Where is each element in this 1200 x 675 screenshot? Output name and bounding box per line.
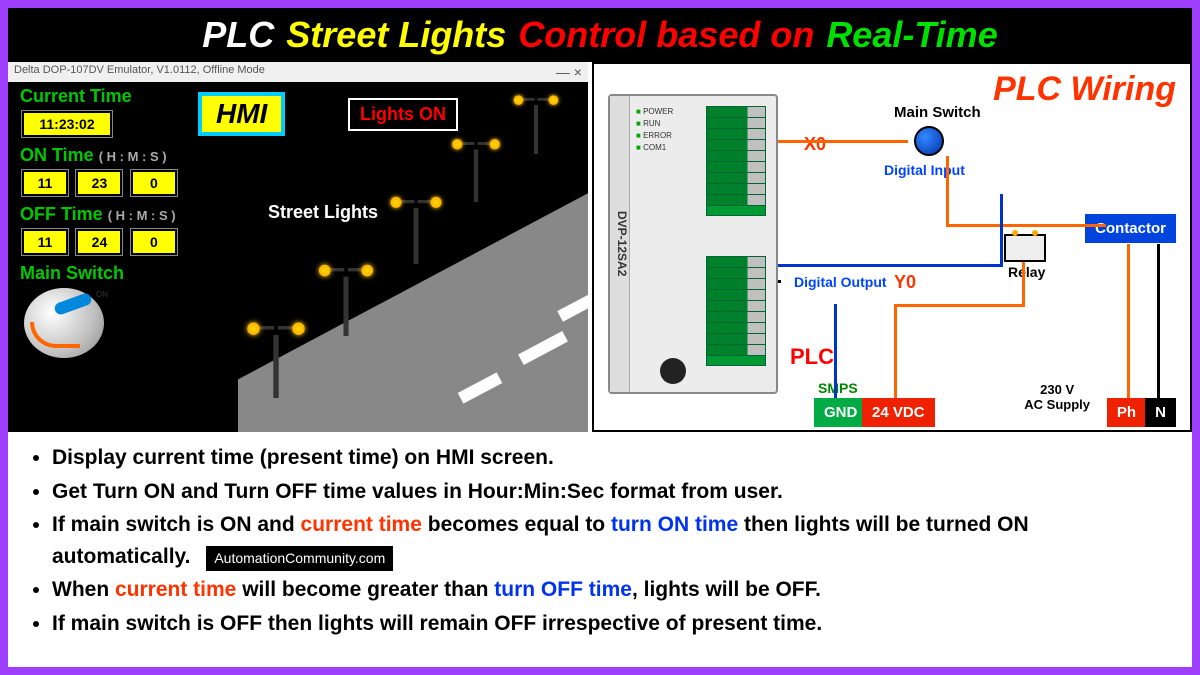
title-word-4: Real-Time	[826, 14, 997, 56]
plc-status-leds: POWERRUNERRORCOM1	[636, 106, 673, 154]
on-time-m[interactable]: 23	[76, 170, 122, 196]
hmi-left-column: Current Time 11:23:02 ON Time ( H : M : …	[8, 82, 228, 358]
wiring-panel: PLC Wiring DVP-12SA2 POWERRUNERRORCOM1 M…	[592, 62, 1192, 432]
main-switch-knob[interactable]: ON	[24, 288, 104, 358]
plc-device: DVP-12SA2 POWERRUNERRORCOM1	[608, 94, 778, 394]
on-time-label: ON Time ( H : M : S )	[20, 145, 216, 166]
road-area	[238, 82, 588, 432]
y0-label: Y0	[894, 272, 916, 293]
wire-input-down	[946, 156, 949, 226]
current-time-value: 11:23:02	[22, 111, 112, 137]
watermark: AutomationCommunity.com	[206, 546, 393, 571]
main-area: Delta DOP-107DV Emulator, V1.0112, Offli…	[8, 62, 1192, 432]
vdc-box: 24 VDC	[862, 398, 935, 427]
bullet-1: Display current time (present time) on H…	[52, 442, 1168, 474]
hmi-panel: Delta DOP-107DV Emulator, V1.0112, Offli…	[8, 62, 588, 432]
title-word-3: Control based on	[518, 14, 814, 56]
wire-x0	[778, 140, 908, 143]
bullet-4: When current time will become greater th…	[52, 574, 1168, 606]
bullet-5: If main switch is OFF then lights will r…	[52, 608, 1168, 640]
street-lamp	[394, 200, 439, 264]
off-time-h[interactable]: 11	[22, 229, 68, 255]
relay-icon	[1004, 234, 1046, 262]
wire-output-blue	[778, 264, 1002, 267]
plc-label: PLC	[790, 344, 834, 370]
wire-vdc-up	[894, 304, 897, 398]
wire-output-blue-up	[1000, 194, 1003, 267]
street-lamp	[322, 268, 370, 336]
wire-contactor-down1	[1127, 244, 1130, 398]
street-lamp	[516, 98, 555, 154]
wiring-title: PLC Wiring	[993, 70, 1176, 109]
plc-model-label: DVP-12SA2	[610, 96, 630, 392]
switch-on-text: ON	[96, 290, 108, 299]
digital-output-label: Digital Output	[794, 274, 887, 290]
wire-relay-to-contactor	[1046, 224, 1106, 227]
hmi-window-controls[interactable]: — ×	[556, 64, 582, 80]
street-lamp	[455, 142, 497, 202]
plc-comm-port	[660, 358, 686, 384]
main-switch-wiring-label: Main Switch	[894, 104, 981, 121]
contactor-box: Contactor	[1085, 214, 1176, 243]
off-time-s[interactable]: 0	[131, 229, 177, 255]
bullet-3: If main switch is ON and current time be…	[52, 509, 1168, 572]
hmi-window-title: Delta DOP-107DV Emulator, V1.0112, Offli…	[14, 64, 265, 80]
title-bar: PLC Street Lights Control based on Real-…	[8, 8, 1192, 62]
on-time-s[interactable]: 0	[131, 170, 177, 196]
wire-contactor-down2	[1157, 244, 1160, 398]
wire-gnd-up	[834, 304, 837, 398]
description-bullets: Display current time (present time) on H…	[8, 432, 1192, 639]
title-word-1: PLC	[202, 14, 274, 56]
plc-output-terminals	[706, 256, 766, 366]
current-time-label: Current Time	[20, 86, 216, 107]
wire-y0-blue	[778, 280, 781, 283]
main-switch-button-icon	[914, 126, 944, 156]
ph-box: Ph	[1107, 398, 1146, 427]
wire-vdc-to-relay	[1022, 262, 1025, 307]
off-time-m[interactable]: 24	[76, 229, 122, 255]
title-word-2: Street Lights	[286, 14, 506, 56]
wire-vdc-across	[894, 304, 1024, 307]
smps-label: SMPS	[818, 380, 858, 396]
ac-supply-label: 230 V AC Supply	[1024, 382, 1090, 412]
relay-label: Relay	[1008, 264, 1045, 280]
x0-label: X0	[804, 134, 826, 155]
on-time-h[interactable]: 11	[22, 170, 68, 196]
digital-input-label: Digital Input	[884, 162, 965, 178]
bullet-2: Get Turn ON and Turn OFF time values in …	[52, 476, 1168, 508]
off-time-label: OFF Time ( H : M : S )	[20, 204, 216, 225]
hmi-window-titlebar: Delta DOP-107DV Emulator, V1.0112, Offli…	[8, 62, 588, 82]
main-switch-label: Main Switch	[20, 263, 216, 284]
n-box: N	[1145, 398, 1176, 427]
plc-input-terminals	[706, 106, 766, 216]
street-lamp	[251, 326, 301, 398]
gnd-box: GND	[814, 398, 867, 427]
